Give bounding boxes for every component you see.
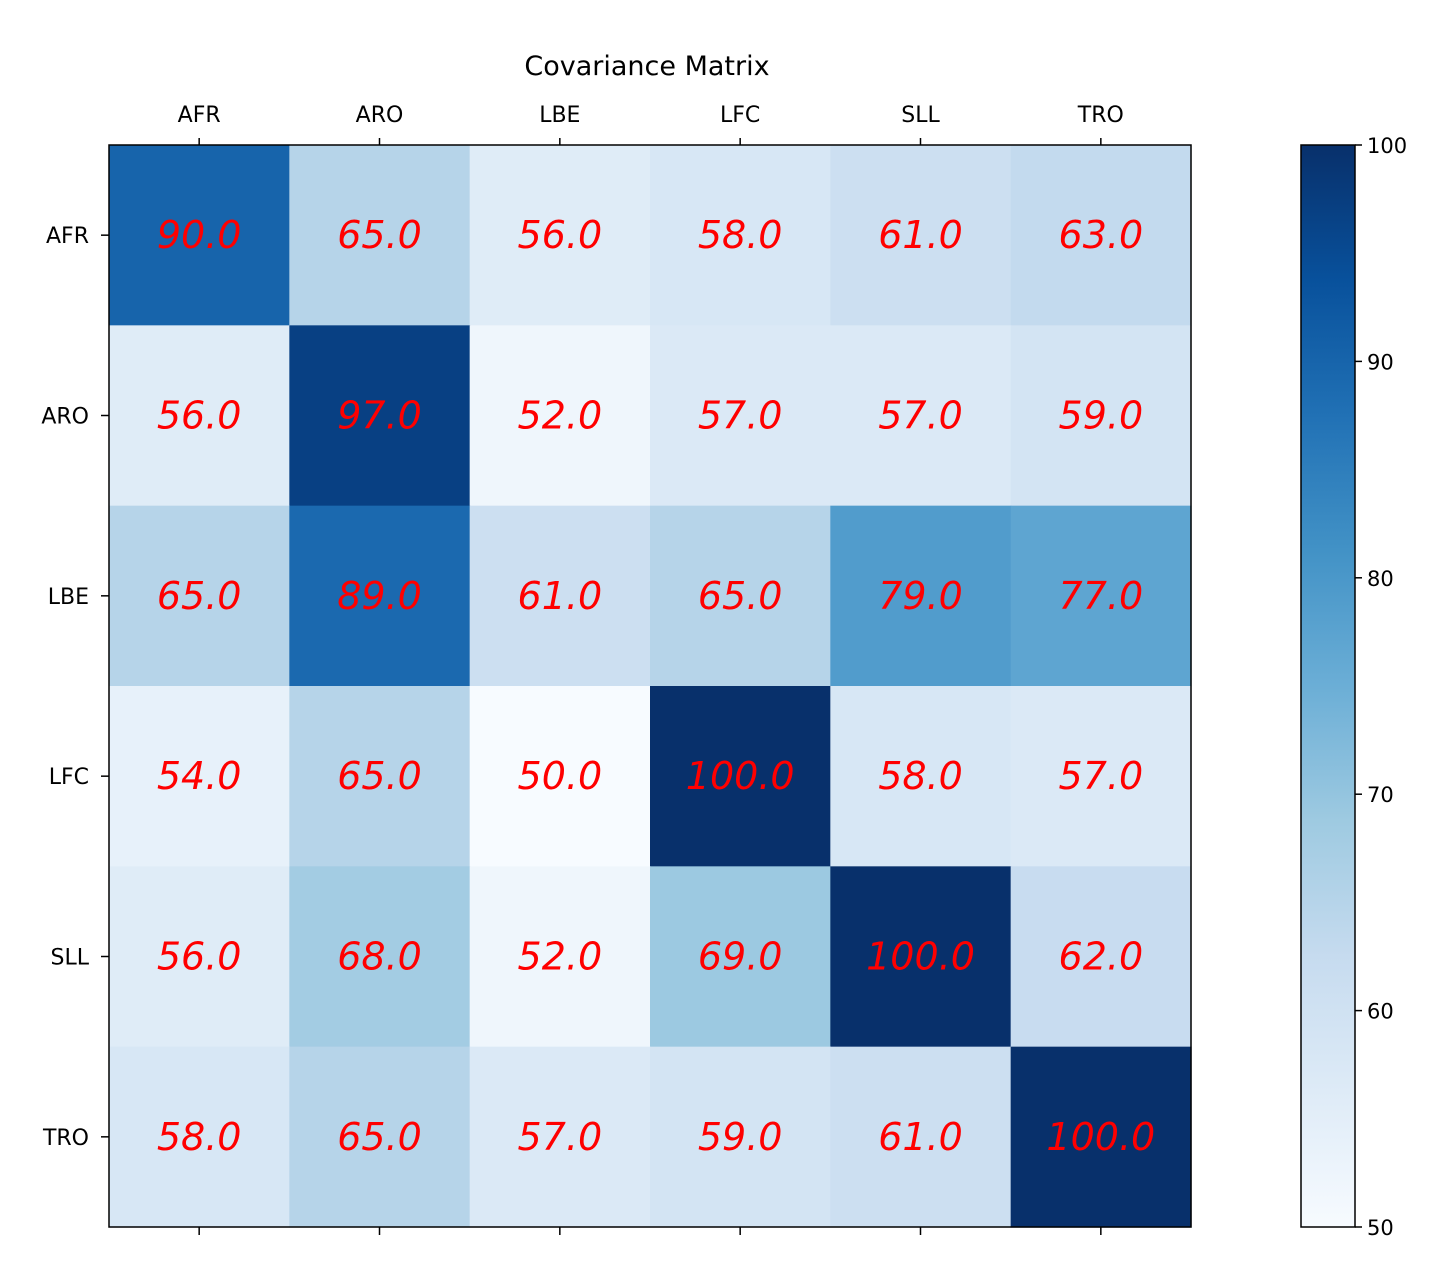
cell-label-sll-lfc: 69.0 [698,935,783,979]
cell-label-tro-tro: 100.0 [1046,1115,1155,1159]
heatmap-cell-afr-lbe [469,145,651,326]
cell-label-tro-afr: 58.0 [157,1115,242,1159]
cell-label-aro-aro: 97.0 [337,394,422,438]
colorbar-tick-label-60: 60 [1367,1000,1394,1024]
heatmap-cell-tro-tro [1010,1046,1192,1228]
heatmap-cell-afr-aro [289,145,471,326]
cell-label-aro-sll: 57.0 [878,394,963,438]
heatmap-cell-aro-lfc [650,325,831,507]
heatmap-cell-sll-sll [830,866,1012,1048]
heatmap-cell-lfc-sll [830,686,1012,867]
cell-label-tro-lfc: 59.0 [698,1115,783,1159]
colorbar-ticks: 50 60 70 80 90 100 [1355,134,1407,1240]
x-tick-label-aro: ARO [356,103,404,128]
heatmap-cell-labels: 90.0 65.0 56.0 58.0 61.0 63.0 56.0 97.0 52.0 57.0… [157,213,1155,1159]
cell-label-lbe-lfc: 65.0 [698,574,783,618]
y-tick-label-tro: TRO [42,1126,89,1151]
heatmap-cell-lbe-sll [830,505,1012,687]
cell-label-lfc-lfc: 100.0 [686,754,795,798]
heatmap-cell-aro-tro [1010,325,1192,507]
y-tick-label-aro: ARO [41,405,89,430]
cell-label-lfc-aro: 65.0 [337,754,422,798]
cell-label-tro-lbe: 57.0 [518,1115,603,1159]
cell-label-tro-aro: 65.0 [337,1115,422,1159]
cell-label-afr-afr: 90.0 [157,213,242,257]
x-tick-label-lbe: LBE [539,103,580,128]
cell-label-afr-tro: 63.0 [1059,213,1144,257]
cell-label-aro-tro: 59.0 [1059,394,1144,438]
heatmap-cell-lfc-lbe [469,686,651,867]
heatmap-cell-sll-tro [1010,866,1192,1048]
heatmap-cell-lbe-tro [1010,505,1192,687]
heatmap-cell-aro-aro [289,325,471,507]
heatmap-cell-aro-lbe [469,325,651,507]
cell-label-afr-lfc: 58.0 [698,213,783,257]
heatmap-cell-sll-aro [289,866,471,1048]
cell-label-lbe-afr: 65.0 [157,574,242,618]
heatmap-cell-tro-lfc [650,1046,831,1228]
heatmap-cell-afr-tro [1010,145,1192,326]
heatmap-cells [109,145,1192,1228]
heatmap-cell-tro-afr [109,1046,290,1228]
cell-label-lbe-lbe: 61.0 [518,574,603,618]
cell-label-sll-sll: 100.0 [866,935,975,979]
heatmap-cell-tro-lbe [469,1046,651,1228]
x-tick-label-afr: AFR [178,103,221,128]
cell-label-lfc-lbe: 50.0 [518,754,603,798]
heatmap-cell-lfc-lfc [650,686,831,867]
heatmap-cell-sll-lfc [650,866,831,1048]
heatmap-cell-afr-sll [830,145,1012,326]
heatmap-cell-lbe-lbe [469,505,651,687]
colorbar [1300,144,1356,1228]
heatmap-cell-lfc-afr [109,686,290,867]
heatmap-cell-lbe-afr [109,505,290,687]
heatmap-cell-afr-afr [109,145,290,326]
y-tick-label-lfc: LFC [49,765,89,790]
x-tick-label-tro: TRO [1077,103,1124,128]
cell-label-sll-lbe: 52.0 [518,935,603,979]
colorbar-tick-label-80: 80 [1367,567,1394,591]
plot-frame [108,144,1192,1228]
heatmap-cell-afr-lfc [650,145,831,326]
x-axis-ticks: AFR ARO LBE LFC SLL TRO [178,103,1124,1235]
cell-label-sll-aro: 68.0 [337,935,422,979]
y-tick-label-sll: SLL [51,946,90,971]
heatmap-cell-sll-afr [109,866,290,1048]
cell-label-lbe-aro: 89.0 [337,574,422,618]
heatmap-cell-tro-aro [289,1046,471,1228]
x-tick-label-sll: SLL [901,103,940,128]
colorbar-tick-label-50: 50 [1367,1216,1394,1240]
colorbar-tick-label-70: 70 [1367,783,1394,807]
y-tick-label-lbe: LBE [48,585,89,610]
chart-title: Covariance Matrix [524,51,769,82]
heatmap-cell-aro-sll [830,325,1012,507]
heatmap-cell-tro-sll [830,1046,1012,1228]
heatmap-cell-sll-lbe [469,866,651,1048]
cell-label-aro-afr: 56.0 [157,394,242,438]
y-tick-label-afr: AFR [46,224,89,249]
cell-label-afr-aro: 65.0 [337,213,422,257]
cell-label-aro-lfc: 57.0 [698,394,783,438]
cell-label-lbe-tro: 77.0 [1059,574,1144,618]
heatmap-cell-lfc-aro [289,686,471,867]
heatmap-cell-lbe-lfc [650,505,831,687]
x-tick-label-lfc: LFC [720,103,760,128]
colorbar-tick-label-90: 90 [1367,350,1394,374]
cell-label-afr-sll: 61.0 [878,213,963,257]
cell-label-afr-lbe: 56.0 [518,213,603,257]
cell-label-lfc-afr: 54.0 [157,754,242,798]
heatmap-cell-lbe-aro [289,505,471,687]
cell-label-aro-lbe: 52.0 [518,394,603,438]
cell-label-sll-tro: 62.0 [1059,935,1144,979]
heatmap-cell-lfc-tro [1010,686,1192,867]
cell-label-lbe-sll: 79.0 [878,574,963,618]
heatmap-cell-aro-afr [109,325,290,507]
colorbar-tick-label-100: 100 [1367,134,1407,158]
cell-label-lfc-sll: 58.0 [878,754,963,798]
cell-label-lfc-tro: 57.0 [1059,754,1144,798]
cell-label-tro-sll: 61.0 [878,1115,963,1159]
y-axis-ticks: AFR ARO LBE LFC SLL TRO [41,224,109,1151]
cell-label-sll-afr: 56.0 [157,935,242,979]
